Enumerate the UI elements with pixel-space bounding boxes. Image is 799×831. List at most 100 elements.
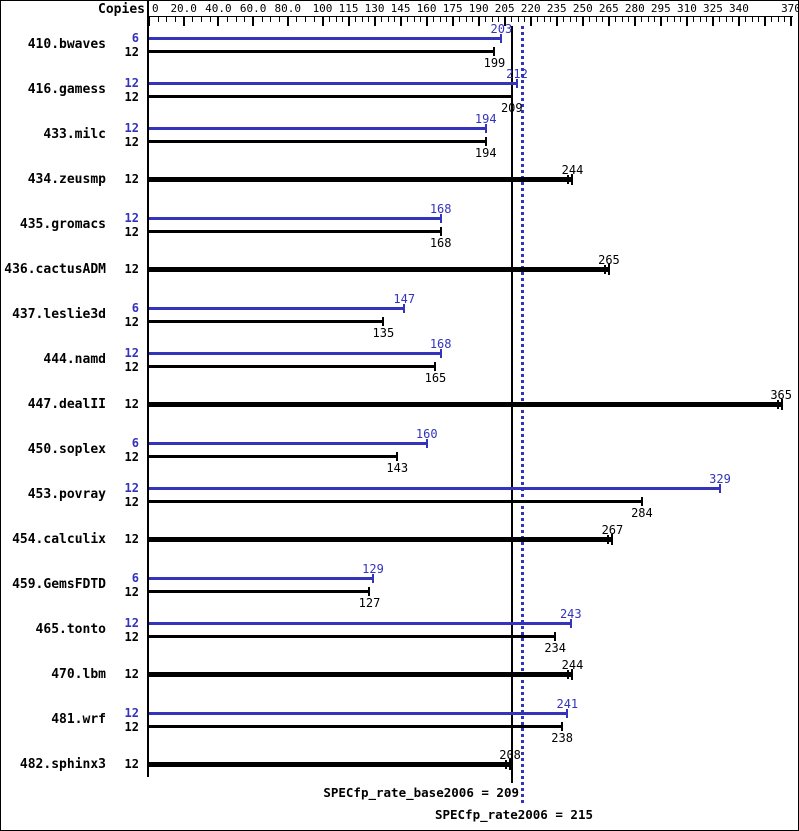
axis-minor-tick: [693, 17, 695, 22]
copies-value: 12: [124, 121, 139, 135]
axis-minor-tick: [446, 17, 448, 22]
benchmark-name: 482.sphinx3: [19, 757, 106, 772]
axis-minor-tick: [589, 17, 591, 22]
copies-value: 12: [124, 360, 139, 374]
peak-bar: [149, 127, 486, 130]
benchmark-group: 416.gamess 12 212 12 209: [1, 67, 798, 117]
axis-minor-tick: [296, 17, 298, 22]
bar-end-cap: [484, 137, 487, 146]
axis-tick-label: 130: [364, 2, 385, 15]
axis-minor-tick: [361, 17, 363, 22]
bar-value-label: 135: [372, 326, 395, 340]
axis-minor-tick: [725, 17, 727, 22]
copies-value: 12: [124, 450, 139, 464]
axis-tick-label: 370: [781, 2, 799, 15]
axis-minor-tick: [602, 17, 604, 22]
axis-tick-label: 205: [494, 2, 515, 15]
bar-value-label: 284: [631, 506, 653, 520]
bar-end-cap: [396, 452, 399, 461]
bar-value-label: 129: [362, 562, 384, 576]
bar-end-cap: [434, 362, 437, 371]
bar-end-cap: [515, 79, 518, 88]
axis-tick-label: 40.0: [205, 2, 232, 15]
bar-end-cap: [607, 264, 610, 275]
bar-value-label: 165: [424, 371, 447, 385]
axis-minor-tick: [615, 17, 617, 22]
axis-tick-label: 115: [338, 2, 359, 15]
benchmark-name: 434.zeusmp: [27, 172, 106, 187]
axis-minor-tick: [517, 17, 519, 22]
bar-end-cap: [566, 709, 569, 718]
benchmark-name: 465.tonto: [35, 622, 106, 637]
axis-minor-tick: [313, 17, 315, 22]
axis-minor-tick: [433, 17, 435, 22]
axis-tick-label: 190: [468, 2, 489, 15]
bar-end-cap: [382, 317, 385, 326]
base-bar: [149, 365, 436, 368]
axis-minor-tick: [329, 17, 331, 22]
bar-end-cap: [510, 92, 513, 101]
axis-tick-label: 325: [702, 2, 723, 15]
axis-minor-tick: [673, 17, 675, 22]
base-bar: [149, 140, 486, 143]
bar-run-mark: [603, 265, 606, 274]
copies-value: 12: [124, 315, 139, 329]
bar-end-cap: [640, 497, 643, 506]
axis-major-tick: [763, 17, 766, 26]
axis-tick-label: 160: [416, 2, 437, 15]
benchmark-name: 450.soplex: [27, 442, 106, 457]
base-bar: [149, 455, 398, 458]
bar-run-mark: [567, 670, 570, 679]
axis-minor-tick: [745, 17, 747, 22]
axis-minor-tick: [342, 17, 344, 22]
bar-end-cap: [484, 124, 487, 133]
axis-tick-label: 145: [390, 2, 411, 15]
axis-major-tick: [477, 17, 480, 26]
axis-minor-tick: [758, 17, 760, 22]
benchmark-group: 433.milc 12 194 12 194: [1, 112, 798, 162]
axis-minor-tick: [261, 17, 263, 22]
benchmark-group: 481.wrf 12 241 12 238: [1, 697, 798, 747]
benchmark-name: 437.leslie3d: [12, 307, 106, 322]
axis-major-tick: [659, 17, 662, 26]
axis-minor-tick: [387, 17, 389, 22]
axis-minor-tick: [680, 17, 682, 22]
axis-minor-tick: [201, 17, 203, 22]
benchmark-name: 447.dealII: [27, 397, 106, 412]
axis-tick-label: 80.0: [274, 2, 302, 15]
axis-minor-tick: [209, 17, 211, 22]
copies-value: 6: [131, 571, 139, 585]
peak-bar: [149, 82, 517, 85]
bar-end-cap: [718, 484, 721, 493]
base-bar: [149, 725, 562, 728]
axis-major-tick: [607, 17, 610, 26]
axis-minor-tick: [270, 17, 272, 22]
bar-run-mark: [504, 760, 507, 769]
benchmark-name: 416.gamess: [27, 82, 106, 97]
axis-minor-tick: [472, 17, 474, 22]
benchmark-group: 437.leslie3d 6 147 12 135: [1, 292, 798, 342]
axis-minor-tick: [305, 17, 307, 22]
bar-end-cap: [425, 439, 428, 448]
bar-value-label: 203: [490, 22, 513, 36]
axis-minor-tick: [407, 17, 409, 22]
benchmark-group: 436.cactusADM 12 265: [1, 252, 798, 297]
bar-end-cap: [611, 534, 614, 545]
bar-end-cap: [439, 349, 442, 358]
axis-major-tick: [373, 17, 376, 26]
axis-minor-tick: [563, 17, 565, 22]
axis-minor-tick: [175, 17, 177, 22]
copies-value: 12: [124, 45, 139, 59]
base-result-label: SPECfp_rate_base2006 = 209: [323, 785, 519, 800]
axis-minor-tick: [235, 17, 237, 22]
base-bar: [149, 635, 556, 638]
base-bar: [149, 230, 441, 233]
axis-tick-label: 175: [442, 2, 463, 15]
copies-value: 12: [124, 211, 139, 225]
bar-value-label: 168: [429, 202, 452, 216]
axis-major-tick: [737, 17, 740, 26]
bar-value-label: 168: [429, 236, 452, 250]
copies-value: 12: [124, 90, 139, 104]
axis-minor-tick: [166, 17, 168, 22]
bar-end-cap: [569, 619, 572, 628]
